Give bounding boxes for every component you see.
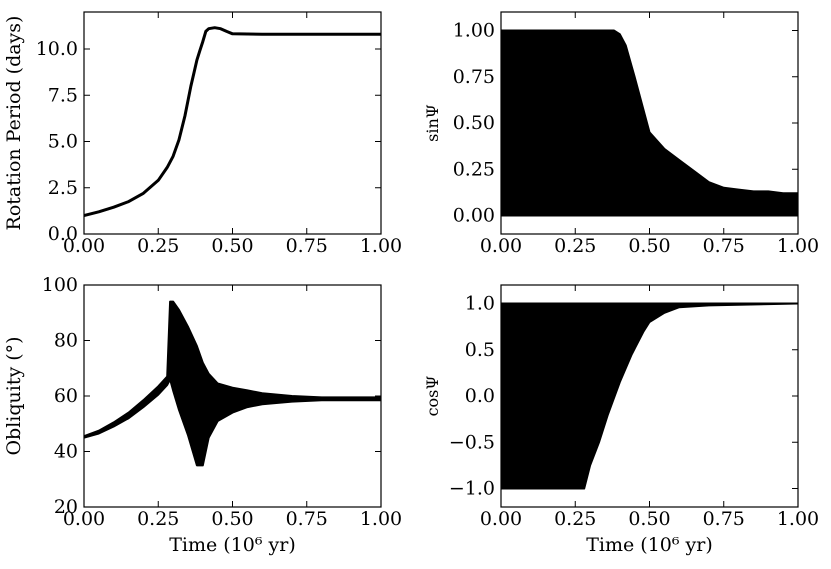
series-band-obliquity-0 [84,300,381,467]
x-tick-label: 0.00 [63,235,105,257]
x-tick-label: 1.00 [360,508,402,530]
y-tick-label: 5.0 [48,131,78,153]
y-tick-label: −0.5 [449,431,495,453]
x-tick-label: 0.50 [628,235,670,257]
y-tick-label: 0.0 [465,385,495,407]
y-tick-label: 7.5 [48,84,78,106]
x-axis-label: Time (10⁶ yr) [586,534,713,556]
y-tick-label: 60 [54,385,78,407]
y-tick-label: 1.00 [453,20,495,42]
series-band-sinpsi-0 [501,29,798,217]
x-tick-label: 0.75 [286,235,328,257]
x-tick-label: 0.00 [480,235,522,257]
y-tick-label: 10.0 [36,38,78,60]
panel-sinpsi: 0.00 0.25 0.50 0.75 1.00 0.00 0.25 0.50 0.75 1.00… [423,11,819,257]
x-tick-label: 1.00 [360,235,402,257]
y-tick-label: 0.50 [453,112,495,134]
x-tick-label: 0.50 [628,508,670,530]
x-tick-label: 0.25 [554,235,596,257]
plot-area-sinpsi [501,29,798,217]
y-tick-label: 0.25 [453,158,495,180]
x-tick-label: 0.75 [703,508,745,530]
x-tick-label: 0.25 [137,235,179,257]
x-tick-label: 0.50 [211,235,253,257]
y-tick-label: 100 [42,274,78,296]
series-band-cospsi-0 [501,302,798,490]
panel-obliquity: 0.00 0.25 0.50 0.75 1.00 20 40 60 80 100 Obliquity… [3,274,402,556]
y-axis-label: cosΨ [423,376,442,417]
y-tick-label: 0.00 [453,205,495,227]
x-tick-label: 0.25 [137,508,179,530]
x-tick-label: 0.75 [286,508,328,530]
y-tick-label: 0.75 [453,66,495,88]
x-axis-label: Time (10⁶ yr) [169,534,296,556]
y-tick-label: 0.0 [48,223,78,245]
series-line-rotation-0 [84,26,381,217]
y-tick-label: −1.0 [449,478,495,500]
y-tick-label: 40 [54,441,78,463]
plot-area-cospsi [501,302,798,490]
x-tick-label: 0.50 [211,508,253,530]
y-tick-label: 2.5 [48,177,78,199]
x-tick-label: 1.00 [777,508,819,530]
y-tick-label: 80 [54,330,78,352]
panel-rotation: 0.00 0.25 0.50 0.75 1.00 0.0 2.5 5.0 7.5 10.0 Rota… [3,11,402,257]
panel-cospsi: 0.00 0.25 0.50 0.75 1.00 −1.0 −0.5 0.0 0.5 1.0 cos… [423,284,819,556]
x-tick-label: 0.00 [480,508,522,530]
y-axis-label: Rotation Period (days) [3,16,25,231]
y-axis-label: sinΨ [423,104,442,142]
y-tick-label: 1.0 [465,293,495,315]
x-tick-label: 1.00 [777,235,819,257]
plot-area-obliquity [84,300,381,467]
y-axis-label: Obliquity (°) [3,336,25,455]
x-tick-label: 0.75 [703,235,745,257]
plot-area-rotation [84,26,381,217]
x-tick-label: 0.25 [554,508,596,530]
y-tick-label: 0.5 [465,339,495,361]
y-tick-label: 20 [54,496,78,518]
x-tick-label: 0.00 [63,508,105,530]
